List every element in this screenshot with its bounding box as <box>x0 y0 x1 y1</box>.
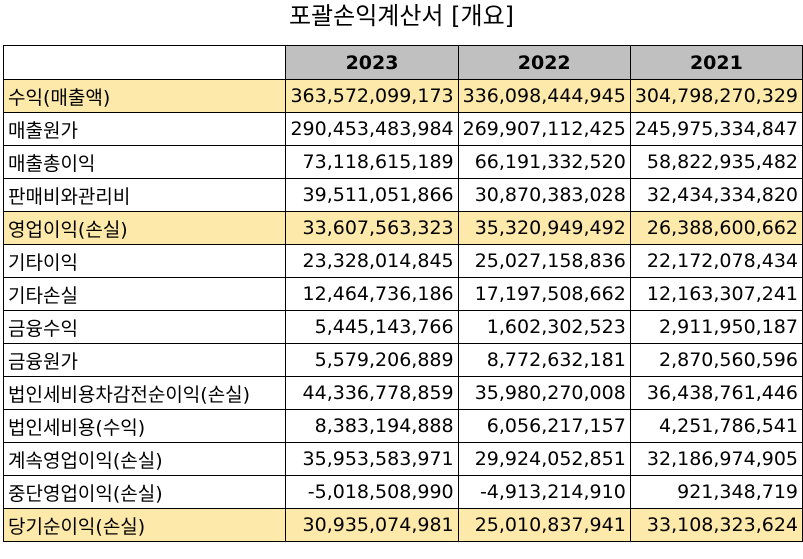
value-cell-2023: 363,572,099,173 <box>285 79 459 113</box>
value-cell-2021: 2,911,950,187 <box>629 310 803 344</box>
table-row: 수익(매출액) 363,572,099,173 336,098,444,945 304… <box>2 79 803 113</box>
table-row: 법인세비용(수익) 8,383,194,888 6,056,217,157 4,251… <box>2 409 803 443</box>
value-cell-2023: 44,336,778,859 <box>285 376 459 410</box>
value-cell-2023: 33,607,563,323 <box>285 211 459 245</box>
table-row: 금융수익 5,445,143,766 1,602,302,523 2,911,950,… <box>2 310 803 344</box>
value-cell-2021: 245,975,334,847 <box>629 112 803 146</box>
column-header-2021: 2021 <box>629 45 803 80</box>
page-title: 포괄손익계산서 [개요] <box>288 2 515 30</box>
value-cell-2021: 12,163,307,241 <box>629 277 803 311</box>
value-cell-2021: 26,388,600,662 <box>629 211 803 245</box>
row-label: 당기순이익(손실) <box>2 508 287 542</box>
row-label: 법인세비용차감전순이익(손실) <box>2 376 287 410</box>
value-cell-2022: 25,010,837,941 <box>457 508 631 542</box>
value-cell-2022: 35,320,949,492 <box>457 211 631 245</box>
value-cell-2021: 304,798,270,329 <box>629 79 803 113</box>
value-cell-2022: 1,602,302,523 <box>457 310 631 344</box>
value-cell-2022: 269,907,112,425 <box>457 112 631 146</box>
value-cell-2021: 4,251,786,541 <box>629 409 803 443</box>
table-row: 매출총이익 73,118,615,189 66,191,332,520 58,822,… <box>2 145 803 179</box>
row-label: 중단영업이익(손실) <box>2 475 287 509</box>
value-cell-2022: 336,098,444,945 <box>457 79 631 113</box>
row-label: 기타이익 <box>2 244 287 278</box>
value-cell-2021: 36,438,761,446 <box>629 376 803 410</box>
header-corner-cell <box>2 45 287 80</box>
row-label: 영업이익(손실) <box>2 211 287 245</box>
value-cell-2022: 29,924,052,851 <box>457 442 631 476</box>
value-cell-2021: 22,172,078,434 <box>629 244 803 278</box>
value-cell-2023: 73,118,615,189 <box>285 145 459 179</box>
column-header-2022: 2022 <box>457 45 631 80</box>
row-label: 금융원가 <box>2 343 287 377</box>
header-row: 2023 2022 2021 <box>2 45 803 80</box>
value-cell-2023: 23,328,014,845 <box>285 244 459 278</box>
value-cell-2023: 5,579,206,889 <box>285 343 459 377</box>
row-label: 금융수익 <box>2 310 287 344</box>
value-cell-2021: 32,434,334,820 <box>629 178 803 212</box>
income-statement-table: 2023 2022 2021 수익(매출액) 363,572,099,173 336… <box>2 45 803 542</box>
table-row: 금융원가 5,579,206,889 8,772,632,181 2,870,560,… <box>2 343 803 377</box>
table-row: 중단영업이익(손실) -5,018,508,990 -4,913,214,910 92… <box>2 475 803 509</box>
row-label: 기타손실 <box>2 277 287 311</box>
value-cell-2023: 8,383,194,888 <box>285 409 459 443</box>
value-cell-2022: -4,913,214,910 <box>457 475 631 509</box>
row-label: 매출총이익 <box>2 145 287 179</box>
column-header-2023: 2023 <box>285 45 459 80</box>
value-cell-2021: 32,186,974,905 <box>629 442 803 476</box>
value-cell-2023: -5,018,508,990 <box>285 475 459 509</box>
value-cell-2021: 33,108,323,624 <box>629 508 803 542</box>
value-cell-2022: 17,197,508,662 <box>457 277 631 311</box>
value-cell-2023: 30,935,074,981 <box>285 508 459 542</box>
value-cell-2022: 8,772,632,181 <box>457 343 631 377</box>
value-cell-2022: 35,980,270,008 <box>457 376 631 410</box>
value-cell-2022: 66,191,332,520 <box>457 145 631 179</box>
value-cell-2021: 58,822,935,482 <box>629 145 803 179</box>
value-cell-2023: 35,953,583,971 <box>285 442 459 476</box>
value-cell-2022: 25,027,158,836 <box>457 244 631 278</box>
value-cell-2021: 2,870,560,596 <box>629 343 803 377</box>
value-cell-2023: 290,453,483,984 <box>285 112 459 146</box>
table-body: 수익(매출액) 363,572,099,173 336,098,444,945 304… <box>2 79 803 542</box>
value-cell-2021: 921,348,719 <box>629 475 803 509</box>
table-row: 매출원가 290,453,483,984 269,907,112,425 245,97… <box>2 112 803 146</box>
row-label: 법인세비용(수익) <box>2 409 287 443</box>
value-cell-2023: 5,445,143,766 <box>285 310 459 344</box>
value-cell-2022: 6,056,217,157 <box>457 409 631 443</box>
row-label: 매출원가 <box>2 112 287 146</box>
table-row: 판매비와관리비 39,511,051,866 30,870,383,028 32,43… <box>2 178 803 212</box>
value-cell-2023: 12,464,736,186 <box>285 277 459 311</box>
row-label: 판매비와관리비 <box>2 178 287 212</box>
value-cell-2022: 30,870,383,028 <box>457 178 631 212</box>
table-row: 영업이익(손실) 33,607,563,323 35,320,949,492 26,3… <box>2 211 803 245</box>
row-label: 수익(매출액) <box>2 79 287 113</box>
table-row: 기타손실 12,464,736,186 17,197,508,662 12,163,3… <box>2 277 803 311</box>
table-row: 계속영업이익(손실) 35,953,583,971 29,924,052,851 32… <box>2 442 803 476</box>
table-row: 기타이익 23,328,014,845 25,027,158,836 22,172,0… <box>2 244 803 278</box>
table-row: 법인세비용차감전순이익(손실) 44,336,778,859 35,980,270,… <box>2 376 803 410</box>
table-row: 당기순이익(손실) 30,935,074,981 25,010,837,941 33,… <box>2 508 803 542</box>
value-cell-2023: 39,511,051,866 <box>285 178 459 212</box>
row-label: 계속영업이익(손실) <box>2 442 287 476</box>
